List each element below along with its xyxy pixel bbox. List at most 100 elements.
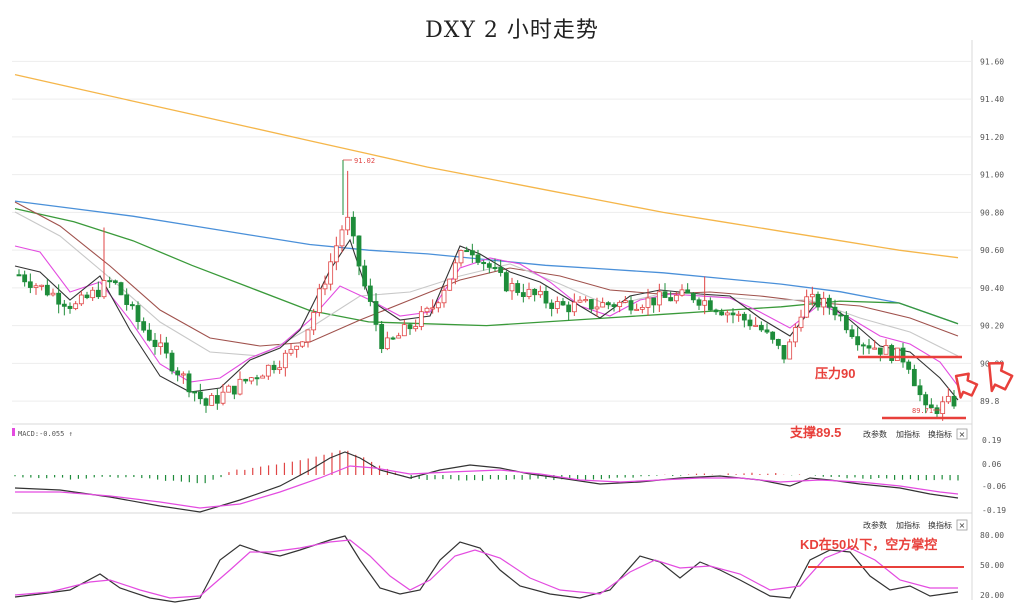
close-icon[interactable]: × [956, 519, 968, 531]
candle [690, 292, 696, 303]
price-tick-label: 90.20 [980, 322, 1004, 331]
candle [605, 301, 611, 310]
candle [492, 258, 498, 272]
candle [299, 341, 305, 348]
candle [877, 347, 883, 362]
macd-tick-label: -0.06 [982, 482, 1006, 491]
candle [16, 269, 22, 277]
ma-line [14, 211, 959, 357]
candle [951, 389, 957, 409]
candle [362, 259, 368, 290]
candle [90, 286, 96, 301]
candle [855, 327, 861, 351]
candle [430, 299, 436, 314]
candle [73, 301, 79, 311]
price-tick-label: 90.60 [980, 246, 1004, 255]
candle [146, 323, 152, 342]
candle [186, 370, 192, 398]
toolbar-button[interactable]: 换指标 [928, 429, 952, 439]
candle [611, 302, 617, 312]
candle [900, 342, 906, 368]
candle [22, 270, 28, 287]
candle [747, 314, 753, 330]
candle [475, 249, 481, 266]
candle [815, 291, 821, 311]
candle [95, 281, 101, 299]
candle [209, 392, 215, 406]
candle [577, 296, 583, 303]
ma-line [14, 245, 959, 387]
candlesticks [16, 170, 957, 421]
candle [367, 278, 373, 307]
candle [537, 285, 543, 298]
candle [928, 398, 934, 409]
candle [27, 273, 33, 294]
candle [770, 331, 776, 344]
candle [328, 253, 334, 291]
toolbar-button[interactable]: 加指标 [896, 520, 920, 530]
candle [231, 385, 237, 400]
candle [237, 371, 243, 396]
candle [401, 319, 407, 337]
candle [798, 309, 804, 332]
toolbar-button[interactable]: 改参数 [863, 429, 887, 439]
candle [418, 306, 424, 331]
kd-k-line [14, 535, 959, 603]
candle [67, 302, 73, 314]
candle [464, 246, 470, 253]
candle [214, 388, 220, 410]
toolbar-button[interactable]: 换指标 [928, 520, 952, 530]
price-grid [12, 60, 972, 402]
candle [203, 397, 209, 413]
candle [702, 276, 708, 315]
candle [617, 300, 623, 313]
candle [350, 211, 356, 244]
candle [481, 260, 487, 271]
candle [50, 288, 56, 297]
candle [192, 390, 198, 402]
macd-toolbar: 改参数 加指标 换指标 × [863, 428, 968, 440]
candle [713, 308, 719, 315]
arrow-icon [954, 361, 1014, 399]
candle [277, 360, 283, 374]
candle [622, 296, 628, 304]
macd-dif-line [14, 451, 959, 513]
high-marker: 91.02 [342, 157, 375, 215]
toolbar-button[interactable]: 改参数 [863, 520, 887, 530]
candle [447, 278, 453, 291]
kd-toolbar: 改参数 加指标 换指标 × [863, 519, 968, 531]
low-marker: 89.71 [912, 407, 941, 415]
candle [781, 345, 787, 364]
candle [645, 288, 651, 316]
ma-line [14, 73, 959, 259]
candle [860, 342, 866, 355]
candle [696, 297, 702, 310]
candle [741, 311, 747, 328]
candle [243, 378, 249, 384]
candle [322, 275, 328, 296]
high-label: 91.02 [354, 157, 375, 165]
candle [254, 374, 260, 386]
candle [775, 338, 781, 350]
price-tick-label: 91.40 [980, 95, 1004, 104]
candle [356, 235, 362, 276]
candle [452, 258, 458, 285]
candle [600, 297, 606, 308]
toolbar-button[interactable]: 加指标 [896, 429, 920, 439]
candle [175, 367, 181, 382]
candle [469, 243, 475, 263]
low-label: 89.71 [912, 407, 933, 415]
candle [384, 331, 390, 351]
candle [588, 299, 594, 313]
candle [260, 374, 266, 379]
kd-tick-label: 20.00 [980, 591, 1004, 600]
kd-tick-label: 50.00 [980, 561, 1004, 570]
candle [594, 297, 600, 317]
candle [792, 323, 798, 348]
candle [271, 360, 277, 374]
candle [180, 371, 186, 384]
pressure-label: 压力90 [815, 366, 855, 381]
close-icon[interactable]: × [956, 428, 968, 440]
candle [265, 364, 271, 380]
ma-line [14, 207, 959, 327]
